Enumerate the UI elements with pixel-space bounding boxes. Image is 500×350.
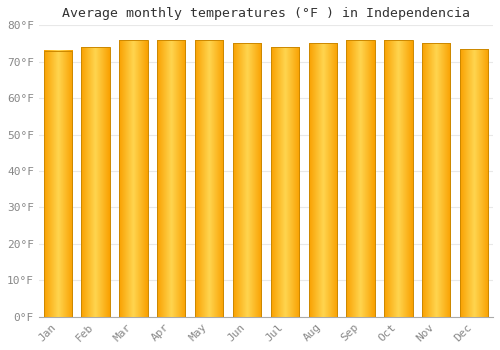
Bar	[233, 43, 261, 317]
Bar	[119, 40, 148, 317]
Bar	[308, 43, 337, 317]
Bar	[422, 43, 450, 317]
Bar	[44, 51, 72, 317]
Bar	[195, 40, 224, 317]
Bar	[157, 40, 186, 317]
Bar	[270, 47, 299, 317]
Bar	[82, 47, 110, 317]
Title: Average monthly temperatures (°F ) in Independencia: Average monthly temperatures (°F ) in In…	[62, 7, 470, 20]
Bar	[460, 49, 488, 317]
Bar	[384, 40, 412, 317]
Bar	[346, 40, 375, 317]
